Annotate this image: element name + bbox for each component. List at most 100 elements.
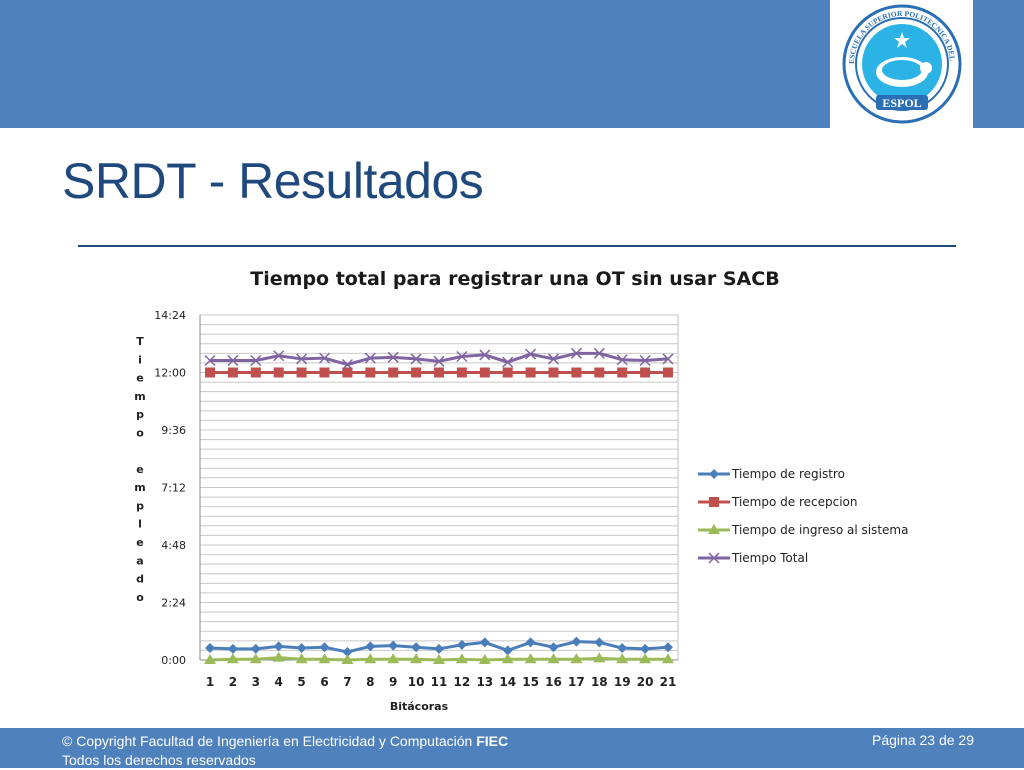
data-point-1 xyxy=(365,641,376,652)
data-point-4 xyxy=(593,347,605,359)
data-point-4 xyxy=(525,348,537,360)
data-point-3 xyxy=(570,653,583,664)
data-point-1 xyxy=(388,640,399,651)
data-point-1 xyxy=(342,647,353,658)
data-point-4 xyxy=(387,351,399,363)
data-point-2 xyxy=(411,367,422,378)
x-tick-label: 12 xyxy=(454,675,471,689)
data-point-3 xyxy=(226,653,239,664)
title-divider xyxy=(78,245,956,247)
y-tick-label: 9:36 xyxy=(161,424,186,437)
legend-label: Tiempo de ingreso al sistema xyxy=(731,523,908,537)
x-tick-label: 19 xyxy=(614,675,631,689)
data-point-1 xyxy=(296,643,307,654)
data-point-4 xyxy=(547,353,560,365)
data-point-3 xyxy=(593,652,606,663)
x-tick-label: 15 xyxy=(522,675,539,689)
data-point-1 xyxy=(434,643,444,654)
x-tick-label: 21 xyxy=(660,675,677,689)
data-point-2 xyxy=(250,367,261,378)
data-point-4 xyxy=(662,353,674,365)
data-point-3 xyxy=(662,653,674,664)
copyright-fiec: FIEC xyxy=(476,733,509,749)
x-tick-label: 3 xyxy=(252,675,260,689)
data-point-1 xyxy=(411,642,422,653)
rights-text: Todos los derechos reservados xyxy=(62,752,256,768)
data-point-3 xyxy=(272,651,285,662)
data-point-3 xyxy=(639,653,652,664)
data-point-2 xyxy=(342,367,353,378)
data-point-2 xyxy=(227,367,238,378)
data-point-2 xyxy=(434,367,444,378)
data-point-4 xyxy=(227,354,239,367)
x-tick-label: 5 xyxy=(297,675,305,689)
data-point-3 xyxy=(501,653,514,664)
data-point-3 xyxy=(616,653,629,664)
data-point-4 xyxy=(410,353,422,365)
data-point-1 xyxy=(205,643,215,654)
data-point-1 xyxy=(594,637,605,648)
data-point-2 xyxy=(205,367,215,378)
slide-title: SRDT - Resultados xyxy=(62,153,484,209)
espol-logo: ESPOL ESCUELA SUPERIOR POLITECNICA DEL L… xyxy=(830,0,973,128)
data-point-3 xyxy=(410,653,423,664)
x-tick-label: 6 xyxy=(320,675,328,689)
x-tick-label: 18 xyxy=(591,675,608,689)
data-point-3 xyxy=(455,653,468,664)
x-tick-label: 11 xyxy=(431,675,448,689)
data-point-1 xyxy=(227,643,238,654)
data-point-4 xyxy=(364,352,376,364)
legend-marker xyxy=(708,524,720,534)
data-point-3 xyxy=(478,654,491,664)
copyright-text: © Copyright Facultad de Ingeniería en El… xyxy=(62,733,477,749)
data-point-1 xyxy=(319,642,330,653)
y-tick-label: 7:12 xyxy=(161,482,186,495)
data-point-4 xyxy=(616,354,628,366)
data-point-1 xyxy=(617,643,628,654)
data-point-1 xyxy=(525,637,536,648)
legend-marker xyxy=(708,552,720,564)
chart-title: Tiempo total para registrar una OT sin u… xyxy=(250,268,780,290)
x-tick-label: 13 xyxy=(476,675,493,689)
logo-banner-text: ESPOL xyxy=(882,96,921,110)
y-tick-label: 14:24 xyxy=(154,309,186,322)
page-number: Página 23 de 29 xyxy=(872,732,974,748)
data-point-1 xyxy=(273,641,284,652)
data-point-2 xyxy=(479,367,490,378)
x-tick-label: 17 xyxy=(568,675,585,689)
data-point-4 xyxy=(570,347,582,359)
data-point-4 xyxy=(341,358,353,371)
data-point-4 xyxy=(318,352,331,364)
data-point-2 xyxy=(502,367,513,378)
data-point-4 xyxy=(502,356,514,368)
data-point-4 xyxy=(204,354,216,367)
data-point-4 xyxy=(296,353,308,365)
data-point-2 xyxy=(617,367,628,378)
data-point-3 xyxy=(204,654,216,664)
legend-marker xyxy=(709,497,719,507)
chart: 0:00 2:24 4:48 7:12 9:36 12:00 14:24 1 2 3 4 5 6 7 8 9 1… xyxy=(120,255,920,720)
x-tick-label: 10 xyxy=(408,675,425,689)
y-tick-label: 12:00 xyxy=(154,367,186,380)
data-point-4 xyxy=(456,350,468,363)
data-point-3 xyxy=(547,653,560,664)
x-tick-label: 9 xyxy=(389,675,397,689)
y-tick-label: 4:48 xyxy=(161,539,186,552)
data-point-1 xyxy=(456,639,467,650)
data-point-2 xyxy=(548,367,559,378)
data-point-1 xyxy=(548,642,559,653)
footer-bar: © Copyright Facultad de Ingeniería en El… xyxy=(0,728,1024,768)
data-point-3 xyxy=(387,653,400,664)
data-point-3 xyxy=(295,653,308,664)
data-point-2 xyxy=(456,367,467,378)
data-point-3 xyxy=(249,653,262,664)
x-tick-label: 4 xyxy=(275,675,283,689)
data-point-3 xyxy=(524,653,537,664)
x-tick-label: 8 xyxy=(366,675,374,689)
data-point-1 xyxy=(640,643,651,654)
data-point-2 xyxy=(663,367,673,378)
data-point-2 xyxy=(319,367,330,378)
legend-marker xyxy=(709,469,719,479)
